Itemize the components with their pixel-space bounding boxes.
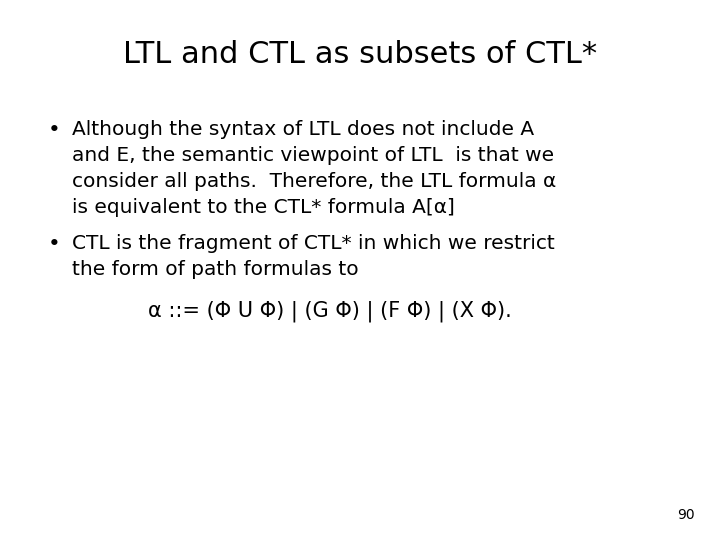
Text: •: •: [48, 234, 60, 254]
Text: the form of path formulas to: the form of path formulas to: [72, 260, 359, 279]
Text: CTL is the fragment of CTL* in which we restrict: CTL is the fragment of CTL* in which we …: [72, 234, 554, 253]
Text: •: •: [48, 120, 60, 140]
Text: 90: 90: [678, 508, 695, 522]
Text: is equivalent to the CTL* formula A[α]: is equivalent to the CTL* formula A[α]: [72, 198, 455, 217]
Text: LTL and CTL as subsets of CTL*: LTL and CTL as subsets of CTL*: [123, 40, 597, 69]
Text: α ::= (Φ U Φ) | (G Φ) | (F Φ) | (X Φ).: α ::= (Φ U Φ) | (G Φ) | (F Φ) | (X Φ).: [148, 300, 512, 321]
Text: and E, the semantic viewpoint of LTL  is that we: and E, the semantic viewpoint of LTL is …: [72, 146, 554, 165]
Text: Although the syntax of LTL does not include A: Although the syntax of LTL does not incl…: [72, 120, 534, 139]
Text: consider all paths.  Therefore, the LTL formula α: consider all paths. Therefore, the LTL f…: [72, 172, 557, 191]
